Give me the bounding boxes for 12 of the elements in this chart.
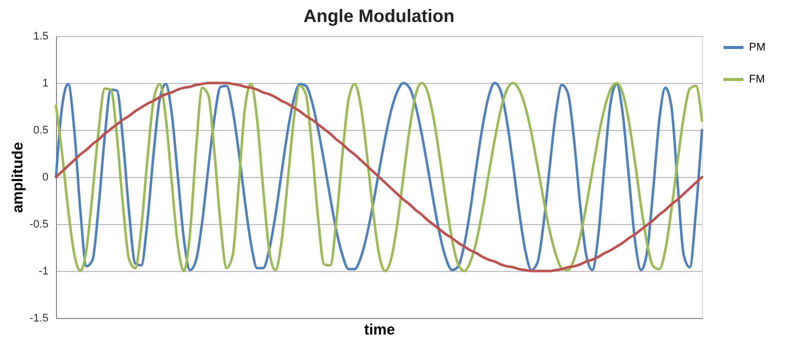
y-tick-label: 0.5 bbox=[33, 124, 48, 136]
y-tick-label: 0 bbox=[42, 172, 48, 184]
chart-title: Angle Modulation bbox=[304, 6, 454, 26]
y-axis-title: amplitude bbox=[10, 142, 27, 213]
y-tick-label: -0.5 bbox=[30, 218, 48, 230]
x-axis-title: time bbox=[364, 322, 395, 338]
y-tick-label: 1.5 bbox=[33, 30, 48, 42]
y-tick-label: -1.5 bbox=[30, 312, 48, 324]
y-tick-label: -1 bbox=[38, 266, 48, 278]
legend-label: FM bbox=[749, 74, 765, 86]
y-tick-label: 1 bbox=[42, 78, 48, 90]
legend-label: PM bbox=[749, 42, 766, 54]
